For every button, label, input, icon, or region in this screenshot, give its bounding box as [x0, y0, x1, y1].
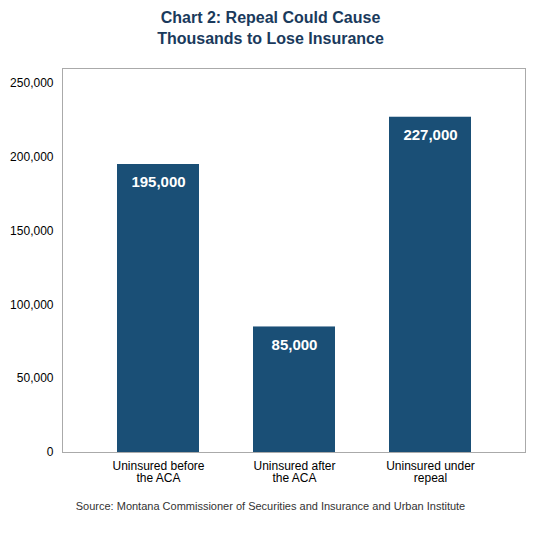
html-text:Source: Montana Commissioner o: Source: Montana Commissioner of Securiti…	[75, 499, 466, 512]
svg-text:227,000: 227,000	[403, 125, 457, 142]
svg-text:100,000: 100,000	[10, 297, 54, 311]
svg-text:250,000: 250,000	[10, 76, 54, 90]
svg-text:50,000: 50,000	[17, 371, 54, 385]
svg-text:0: 0	[47, 445, 54, 459]
svg-text:Uninsured beforethe ACA: Uninsured beforethe ACA	[112, 459, 204, 485]
svg-text:200,000: 200,000	[10, 150, 54, 164]
svg-text:195,000: 195,000	[131, 173, 185, 190]
html-text:Chart 2: Repeal Could Cause Th: Chart 2: Repeal Could Cause Thousands to…	[157, 9, 384, 47]
svg-text:85,000: 85,000	[272, 335, 318, 352]
svg-text:Uninsured underrepeal: Uninsured underrepeal	[386, 459, 475, 485]
svg-text:Uninsured afterthe ACA: Uninsured afterthe ACA	[253, 459, 335, 485]
svg-text:150,000: 150,000	[10, 223, 54, 237]
